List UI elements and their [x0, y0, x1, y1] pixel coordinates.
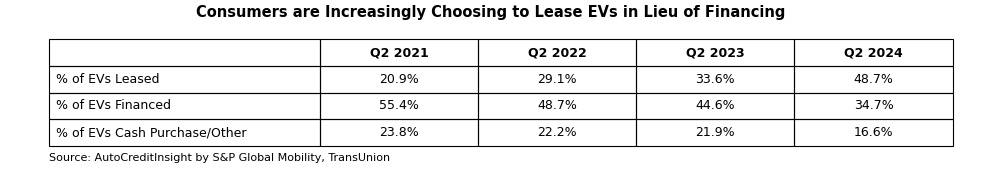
Bar [478, 93, 636, 119]
Text: 33.6%: 33.6% [695, 73, 736, 86]
Bar [636, 119, 794, 146]
Bar [49, 93, 320, 119]
Bar [478, 66, 636, 93]
Text: Q2 2024: Q2 2024 [845, 46, 902, 59]
Bar [320, 93, 478, 119]
Text: 16.6%: 16.6% [853, 126, 894, 139]
Bar [794, 39, 953, 66]
Text: Source: AutoCreditInsight by S&P Global Mobility, TransUnion: Source: AutoCreditInsight by S&P Global … [49, 153, 390, 163]
Bar [49, 66, 320, 93]
Bar [320, 119, 478, 146]
Bar [478, 119, 636, 146]
Bar [49, 39, 320, 66]
Text: 48.7%: 48.7% [537, 99, 577, 112]
Bar [636, 93, 794, 119]
Text: 23.8%: 23.8% [379, 126, 419, 139]
Text: 20.9%: 20.9% [379, 73, 419, 86]
Text: 22.2%: 22.2% [537, 126, 577, 139]
Bar [794, 119, 953, 146]
Text: 48.7%: 48.7% [853, 73, 894, 86]
Text: 55.4%: 55.4% [379, 99, 419, 112]
Bar [478, 39, 636, 66]
Text: 29.1%: 29.1% [537, 73, 577, 86]
Bar [320, 39, 478, 66]
Text: % of EVs Cash Purchase/Other: % of EVs Cash Purchase/Other [56, 126, 246, 139]
Text: Q2 2021: Q2 2021 [370, 46, 428, 59]
Bar [49, 119, 320, 146]
Text: Q2 2022: Q2 2022 [528, 46, 586, 59]
Text: 21.9%: 21.9% [695, 126, 736, 139]
Text: Q2 2023: Q2 2023 [686, 46, 744, 59]
Bar [794, 66, 953, 93]
Bar [636, 39, 794, 66]
Text: % of EVs Leased: % of EVs Leased [56, 73, 160, 86]
Text: 34.7%: 34.7% [853, 99, 894, 112]
Bar [794, 93, 953, 119]
Text: 44.6%: 44.6% [695, 99, 736, 112]
Bar [636, 66, 794, 93]
Text: % of EVs Financed: % of EVs Financed [56, 99, 171, 112]
Bar [320, 66, 478, 93]
Text: Consumers are Increasingly Choosing to Lease EVs in Lieu of Financing: Consumers are Increasingly Choosing to L… [196, 5, 786, 20]
